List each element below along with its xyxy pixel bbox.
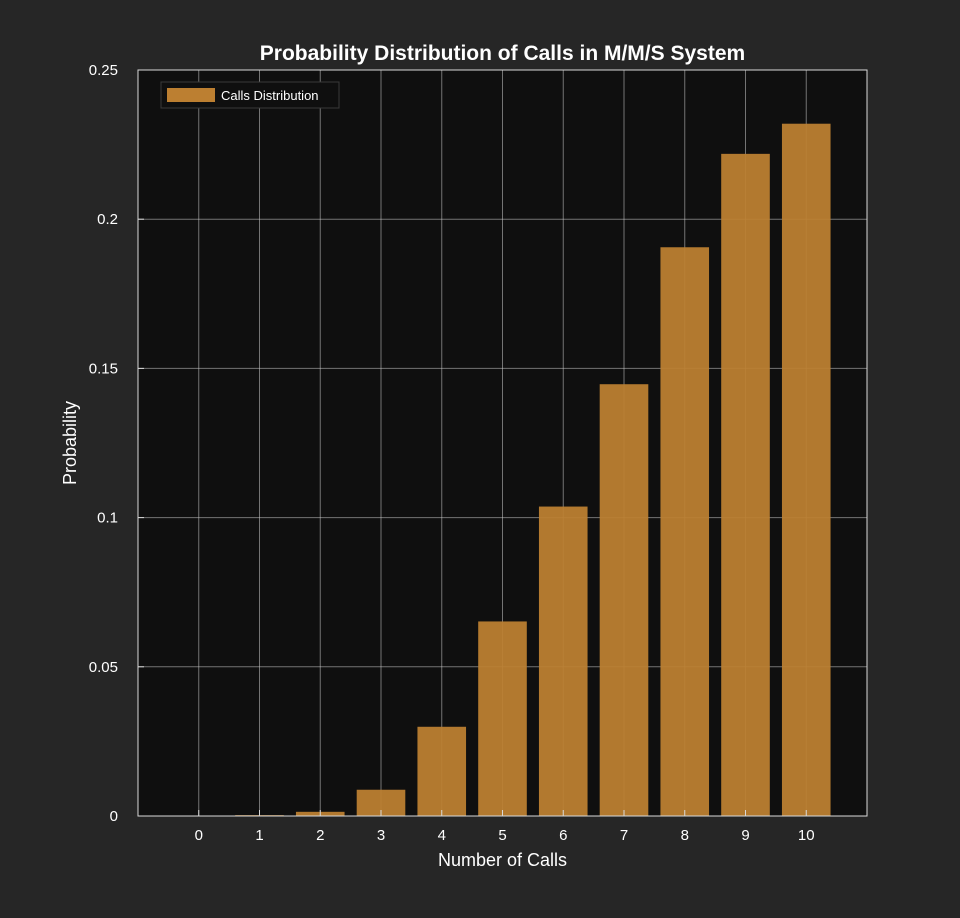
x-tick-label: 6 bbox=[559, 827, 567, 844]
bar bbox=[538, 506, 588, 816]
y-tick-label: 0.05 bbox=[89, 659, 118, 676]
ticks-layer: 0 1 2 3 4 5 6 7 8 9 10 0 0.05 0.1 0.15 0.2 0.25 bbox=[89, 62, 815, 844]
bar bbox=[417, 726, 467, 816]
bar bbox=[781, 123, 831, 817]
x-axis-label: Number of Calls bbox=[438, 850, 567, 870]
chart-title: Probability Distribution of Calls in M/M… bbox=[260, 42, 745, 65]
bars-layer bbox=[174, 123, 831, 817]
x-tick-label: 8 bbox=[681, 827, 689, 844]
y-tick-label: 0.1 bbox=[97, 510, 118, 527]
y-tick-label: 0.15 bbox=[89, 360, 118, 377]
y-tick-label: 0.2 bbox=[97, 211, 118, 228]
x-tick-label: 10 bbox=[798, 827, 815, 844]
bar bbox=[660, 247, 710, 816]
bar bbox=[721, 153, 770, 816]
x-tick-label: 7 bbox=[620, 827, 628, 844]
y-tick-label: 0.25 bbox=[89, 62, 118, 79]
legend-swatch bbox=[167, 88, 215, 102]
legend-label: Calls Distribution bbox=[221, 88, 319, 103]
legend: Calls Distribution bbox=[160, 81, 340, 109]
x-tick-label: 1 bbox=[255, 827, 263, 844]
x-tick-label: 0 bbox=[195, 827, 203, 844]
x-tick-label: 9 bbox=[741, 827, 749, 844]
x-tick-label: 4 bbox=[438, 827, 446, 844]
x-tick-label: 3 bbox=[377, 827, 385, 844]
bar bbox=[599, 384, 649, 816]
y-axis-label: Probability bbox=[60, 401, 80, 485]
x-tick-label: 2 bbox=[316, 827, 324, 844]
bar bbox=[478, 621, 527, 816]
x-tick-label: 5 bbox=[498, 827, 506, 844]
y-tick-label: 0 bbox=[110, 808, 118, 825]
